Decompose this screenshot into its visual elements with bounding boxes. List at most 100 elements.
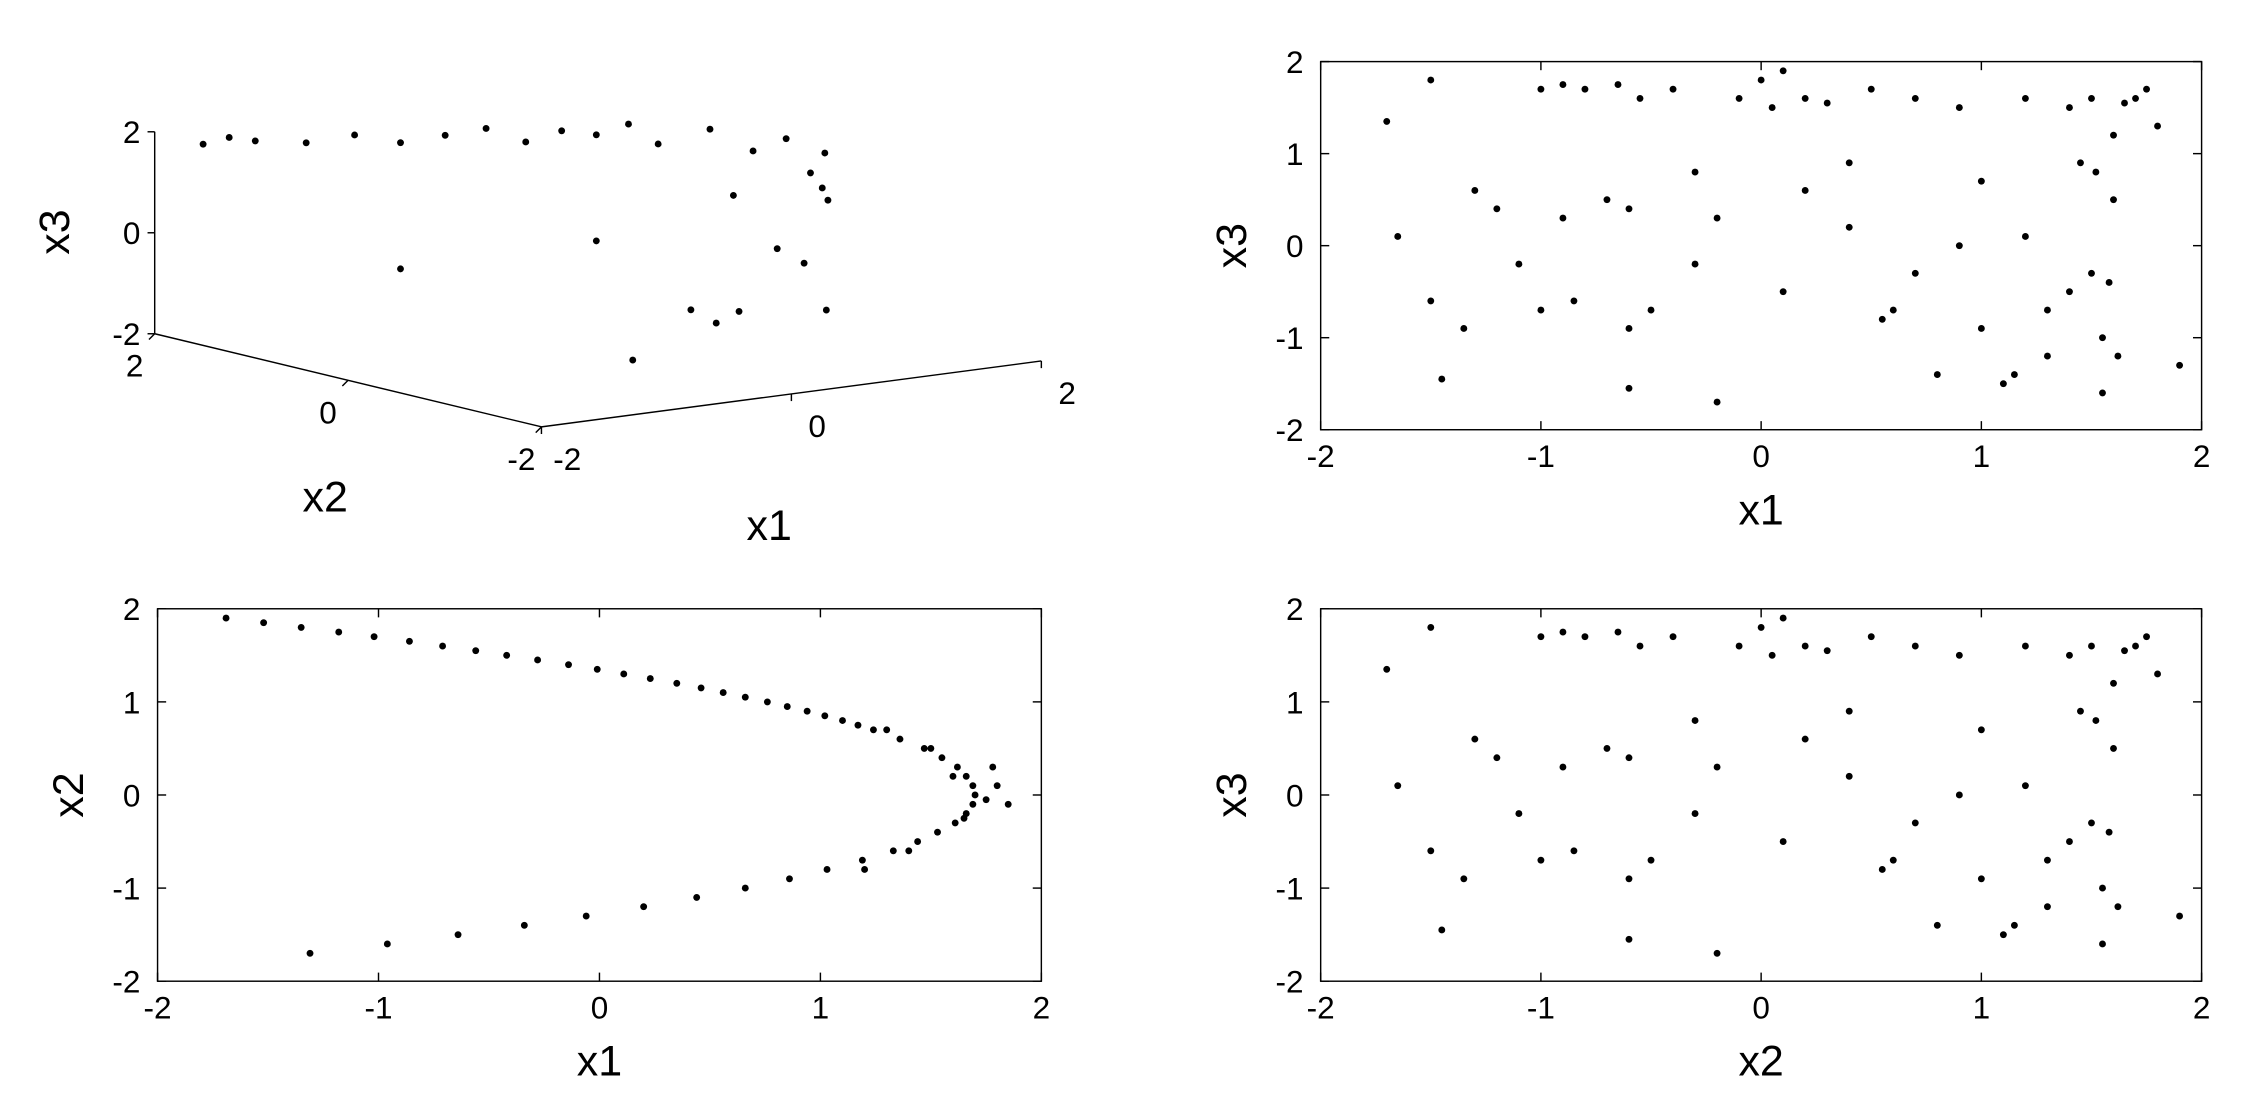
point xyxy=(1999,931,2007,939)
point xyxy=(2114,903,2122,911)
y-axis-label: x2 xyxy=(302,473,347,521)
point xyxy=(2088,94,2095,102)
point xyxy=(1614,628,1622,636)
point xyxy=(1493,205,1501,213)
point xyxy=(1603,196,1611,204)
point xyxy=(2021,642,2029,650)
point xyxy=(383,940,391,948)
point xyxy=(1911,819,1919,827)
point xyxy=(520,921,528,929)
point xyxy=(1559,763,1567,771)
point xyxy=(2092,717,2100,724)
axes-frame xyxy=(1319,60,2203,431)
point xyxy=(1647,306,1655,314)
point xyxy=(629,356,637,364)
y-tick-label: 1 xyxy=(123,684,141,720)
point xyxy=(1493,754,1501,762)
point xyxy=(2043,903,2051,911)
point xyxy=(2154,670,2161,678)
point xyxy=(1757,623,1765,631)
point xyxy=(2132,642,2139,650)
point xyxy=(441,131,449,139)
point xyxy=(1713,398,1721,406)
point xyxy=(2043,352,2051,360)
point xyxy=(989,763,997,771)
point xyxy=(1955,104,1963,112)
y-tick-label: -2 xyxy=(1275,964,1303,1000)
x-tick-label: -2 xyxy=(1307,438,1335,474)
y-tick-label: 0 xyxy=(1286,777,1304,813)
point xyxy=(1911,642,1919,650)
point xyxy=(883,726,891,734)
x-tick-label: -2 xyxy=(553,441,581,477)
point xyxy=(1625,754,1633,762)
point xyxy=(1537,85,1545,93)
point xyxy=(199,140,207,148)
point xyxy=(1559,628,1567,636)
point xyxy=(858,856,866,864)
point xyxy=(1471,187,1479,194)
point xyxy=(1845,772,1853,780)
point xyxy=(1570,297,1578,305)
y-tick-label: 2 xyxy=(126,348,144,384)
point xyxy=(969,782,977,790)
point xyxy=(1977,875,1985,883)
point xyxy=(2099,334,2106,342)
point xyxy=(1625,384,1633,392)
point xyxy=(2088,642,2095,650)
point xyxy=(729,191,737,199)
point xyxy=(2099,940,2106,948)
x-tick-label: 1 xyxy=(1973,438,1991,474)
x-tick-label: 2 xyxy=(1058,375,1076,411)
point xyxy=(741,693,749,701)
point xyxy=(1735,94,1743,102)
point xyxy=(773,245,781,253)
point xyxy=(620,670,628,678)
point xyxy=(1427,297,1435,305)
point xyxy=(763,698,771,706)
point xyxy=(1537,633,1545,641)
point xyxy=(2143,633,2150,641)
point xyxy=(1823,99,1831,107)
point xyxy=(896,735,904,743)
point xyxy=(1427,76,1435,84)
point xyxy=(1559,214,1567,222)
point xyxy=(260,619,268,627)
point xyxy=(1625,325,1633,332)
point xyxy=(1845,159,1853,167)
point xyxy=(1383,117,1391,125)
y-axis-label: x3 xyxy=(1208,772,1256,817)
point xyxy=(706,125,714,133)
point xyxy=(2077,707,2084,715)
point xyxy=(2110,744,2117,752)
point xyxy=(306,949,314,957)
point xyxy=(1515,810,1523,818)
point xyxy=(370,633,378,641)
point xyxy=(824,196,832,204)
y-axis-label: x3 xyxy=(1208,223,1256,268)
y-tick-label: 1 xyxy=(1286,136,1304,172)
point xyxy=(2066,104,2073,112)
point xyxy=(472,647,480,655)
point xyxy=(2110,131,2117,139)
point xyxy=(949,772,957,780)
z-axis-label: x3 xyxy=(31,209,79,254)
point xyxy=(1845,707,1853,715)
point xyxy=(1801,187,1809,194)
point xyxy=(1768,104,1776,112)
point xyxy=(889,847,897,855)
x-tick-label: 2 xyxy=(2193,989,2211,1025)
point xyxy=(1801,642,1809,650)
point xyxy=(222,614,230,622)
point xyxy=(592,237,600,245)
point xyxy=(1625,875,1633,883)
point xyxy=(822,306,830,314)
point xyxy=(2105,279,2113,286)
point xyxy=(687,306,695,314)
point xyxy=(993,782,1001,790)
point xyxy=(2154,122,2161,130)
point xyxy=(2021,233,2029,240)
point xyxy=(454,931,462,939)
point xyxy=(2110,196,2117,204)
